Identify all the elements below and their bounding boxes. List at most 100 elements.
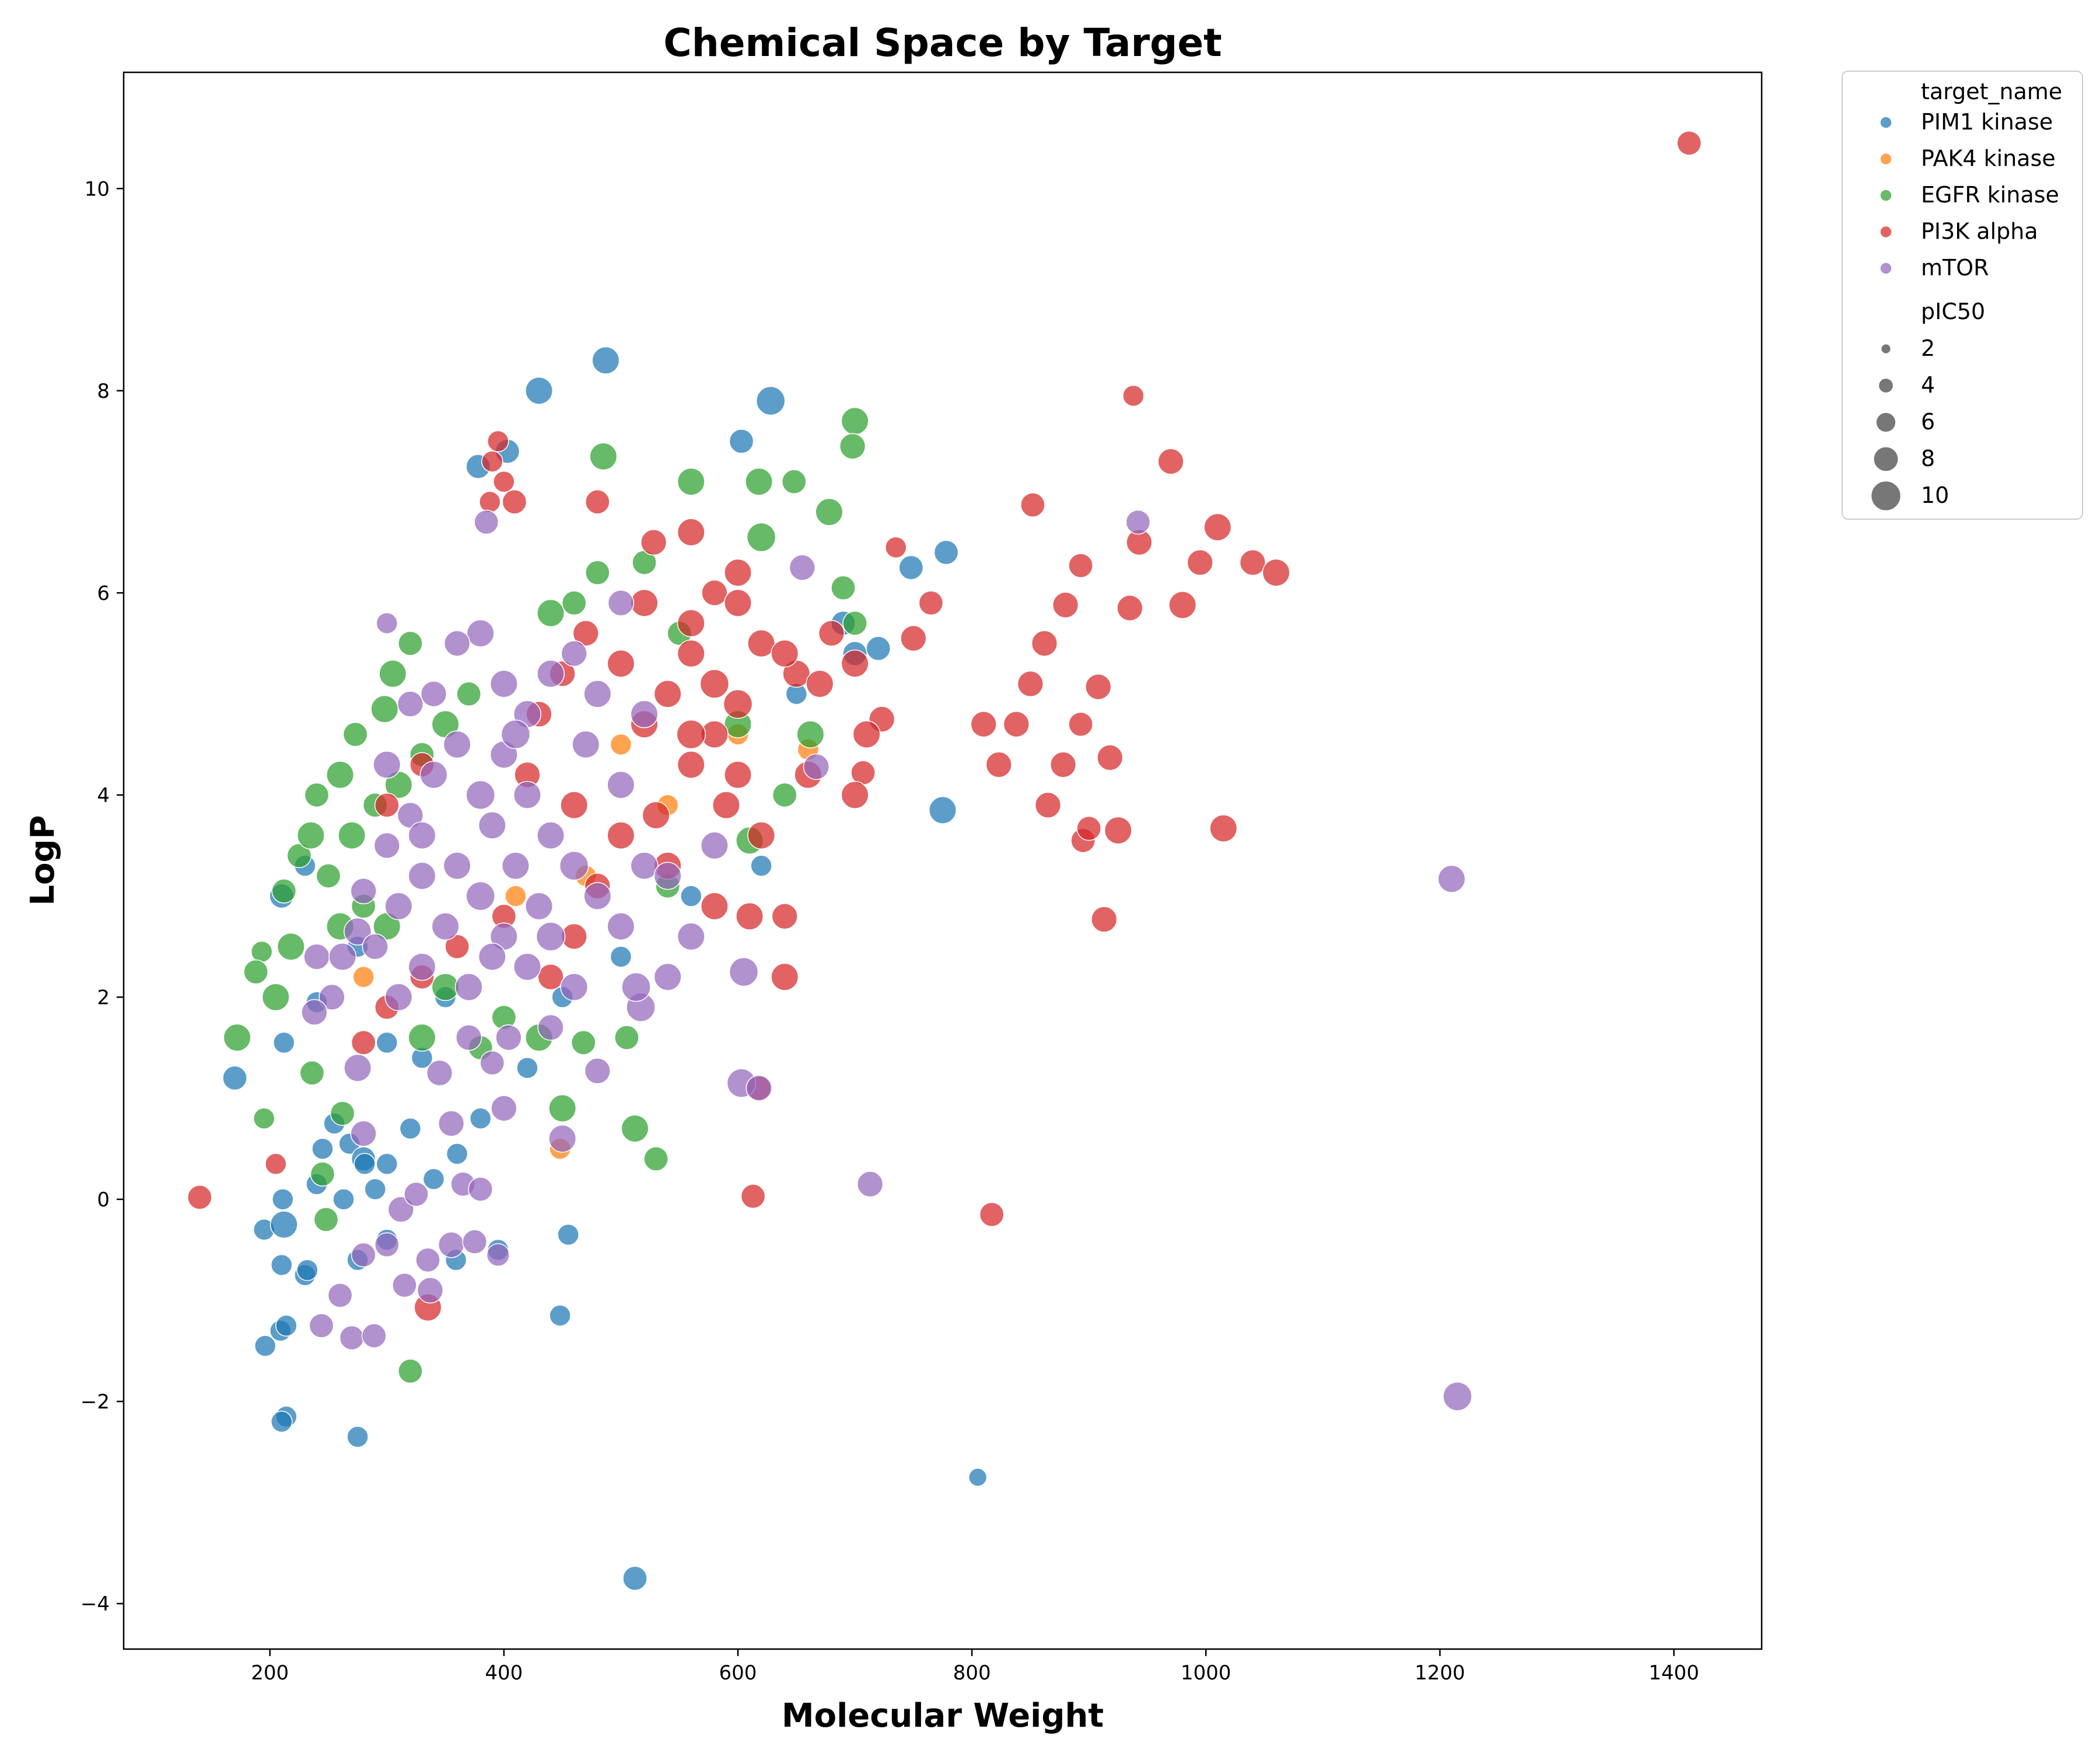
point-pi3k-alpha [1068, 553, 1094, 578]
point-mtor [630, 852, 659, 880]
point-mtor [384, 983, 413, 1012]
point-mtor [572, 730, 600, 759]
y-tick-label: 8 [97, 380, 110, 403]
point-pi3k-alpha [1049, 751, 1077, 778]
point-pim1-kinase [271, 1410, 293, 1433]
point-egfr-kinase [745, 467, 774, 496]
point-egfr-kinase [398, 631, 423, 656]
data-points [187, 130, 1702, 1591]
point-egfr-kinase [316, 863, 341, 888]
point-mtor [344, 917, 372, 946]
point-pi3k-alpha [1239, 549, 1266, 576]
point-egfr-kinase [614, 1025, 639, 1051]
point-mtor [466, 619, 495, 648]
legend-hue-title: target_name [1921, 79, 2062, 104]
point-pim1-kinase [557, 1223, 579, 1246]
point-egfr-kinase [223, 1023, 251, 1052]
point-pi3k-alpha [970, 710, 997, 738]
point-pi3k-alpha [806, 670, 834, 698]
point-pi3k-alpha [677, 609, 705, 638]
point-pi3k-alpha [724, 558, 752, 587]
point-pi3k-alpha [979, 1202, 1005, 1227]
point-mtor [466, 881, 495, 911]
point-mtor [454, 973, 483, 1002]
point-pim1-kinase [272, 1188, 294, 1210]
point-mtor [856, 1171, 884, 1198]
point-pi3k-alpha [1097, 744, 1124, 771]
point-pi3k-alpha [502, 489, 527, 514]
point-pim1-kinase [275, 1314, 298, 1337]
point-pi3k-alpha [747, 629, 776, 657]
point-pim1-kinase [680, 885, 702, 907]
point-pim1-kinase [622, 1566, 648, 1591]
point-mtor [318, 984, 345, 1011]
point-pi3k-alpha [493, 470, 515, 493]
point-mtor [537, 1014, 564, 1041]
point-pim1-kinase [376, 1031, 398, 1054]
point-mtor [1437, 864, 1466, 893]
point-mtor [495, 1024, 522, 1051]
point-egfr-kinase [842, 610, 867, 636]
x-tick-label: 1000 [1181, 1661, 1231, 1685]
point-pi3k-alpha [607, 649, 635, 678]
legend-series-entries: PIM1 kinase PAK4 kinase EGFR kinase PI3K al… [1880, 109, 2059, 281]
point-mtor [384, 892, 413, 921]
point-pi3k-alpha [1031, 630, 1058, 657]
point-pi3k-alpha [701, 579, 728, 606]
point-pi3k-alpha [747, 821, 776, 850]
legend-frame [1842, 71, 2083, 520]
point-mtor [362, 933, 388, 960]
point-pim1-kinase [469, 1107, 492, 1130]
point-pim1-kinase [296, 1259, 318, 1281]
point-pi3k-alpha [1085, 673, 1112, 701]
legend-size-label: 10 [1921, 482, 1949, 508]
point-mtor [438, 1110, 465, 1137]
point-mtor [339, 1325, 365, 1350]
point-mtor [456, 1024, 482, 1051]
point-mtor [729, 957, 759, 987]
point-mtor [474, 509, 499, 535]
point-pim1-kinase [755, 386, 786, 416]
point-mtor [328, 943, 357, 971]
point-pi3k-alpha [481, 450, 503, 473]
point-mtor [630, 700, 659, 729]
point-pi3k-alpha [351, 1030, 376, 1055]
point-mtor [480, 1050, 505, 1076]
point-pi3k-alpha [724, 589, 752, 617]
point-pim1-kinase [254, 1335, 276, 1357]
point-pi3k-alpha [479, 491, 501, 513]
legend: target_name PIM1 kinase PAK4 kinase EGFR k… [1842, 71, 2083, 520]
point-mtor [415, 1247, 440, 1273]
point-pi3k-alpha [187, 1185, 212, 1210]
point-mtor [537, 821, 565, 850]
point-mtor [537, 660, 565, 688]
x-tick-label: 1200 [1415, 1661, 1465, 1685]
y-tick-label: −4 [80, 1592, 110, 1616]
point-egfr-kinase [456, 681, 482, 706]
point-mtor [419, 761, 448, 789]
legend-size-marker [1878, 377, 1894, 394]
point-mtor [420, 680, 447, 708]
point-pim1-kinase [364, 1178, 386, 1200]
legend-size-marker [1880, 343, 1892, 355]
point-mtor [653, 862, 682, 890]
point-pim1-kinase [376, 1153, 398, 1175]
point-pim1-kinase [549, 1304, 571, 1326]
point-pi3k-alpha [771, 639, 799, 668]
point-mtor [1125, 509, 1151, 535]
point-pi3k-alpha [560, 791, 589, 820]
point-mtor [513, 953, 541, 981]
point-pim1-kinase [610, 946, 632, 968]
legend-series-label: PI3K alpha [1921, 219, 2038, 244]
y-axis-ticks: −4 −2 0 2 4 6 8 10 [80, 177, 124, 1616]
point-pi3k-alpha [736, 902, 764, 930]
point-pi3k-alpha [264, 1153, 287, 1175]
point-mtor [416, 1277, 444, 1304]
point-egfr-kinase [839, 433, 866, 460]
point-mtor [583, 882, 612, 911]
point-mtor [607, 771, 635, 799]
point-egfr-kinase [831, 575, 856, 601]
point-mtor [350, 877, 377, 905]
point-egfr-kinase [796, 720, 825, 748]
